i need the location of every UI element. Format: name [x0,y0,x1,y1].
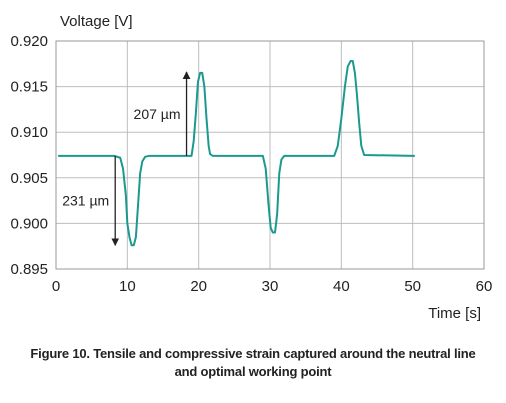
y-tick-label: 0.900 [10,215,48,232]
y-tick-label: 0.895 [10,261,48,278]
x-tick-label: 60 [476,278,493,295]
x-tick-label: 50 [404,278,421,295]
annotation-label: 231 µm [62,193,109,209]
x-tick-label: 30 [262,278,279,295]
y-tick-label: 0.920 [10,33,48,50]
series-group [57,60,416,247]
annotations: 207 µm 231 µm [62,71,191,247]
plot-frame [55,40,485,270]
figure-caption-line-2: and optimal working point [174,364,332,379]
x-tick-label: 20 [190,278,207,295]
series-line-1 [57,60,416,247]
figure-caption-line-1: Figure 10. Tensile and compressive strai… [30,346,476,361]
y-tick-label: 0.910 [10,124,48,141]
x-axis-label: Time [s] [428,305,481,322]
x-tick-label: 0 [52,278,60,295]
y-axis-label: Voltage [V] [60,13,133,30]
axes [55,40,485,270]
x-tick-label: 40 [333,278,350,295]
y-tick-label: 0.915 [10,79,48,96]
x-tick-label: 10 [119,278,136,295]
annotation-label: 207 µm [134,106,181,122]
y-tick-label: 0.905 [10,170,48,187]
